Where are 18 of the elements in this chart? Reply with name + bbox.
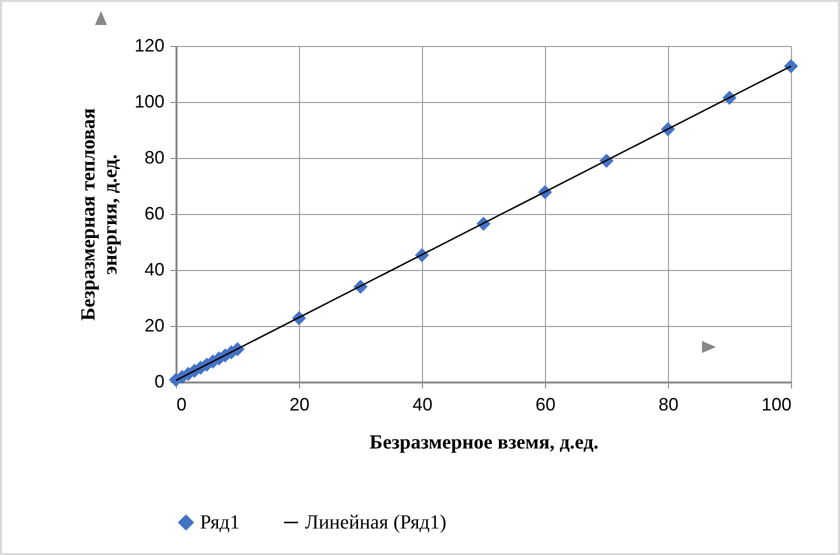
y-tick-label: 120 <box>134 36 164 56</box>
y-tick-label: 40 <box>144 260 164 280</box>
y-tick-label: 0 <box>154 372 164 392</box>
y-tick-label: 60 <box>144 204 164 224</box>
y-axis-title: Безразмерная тепловая энергия, д.ед. <box>77 108 122 321</box>
x-tick-label: 0 <box>176 394 187 414</box>
x-tick-label: 40 <box>412 394 433 414</box>
x-tick-label: 60 <box>535 394 556 414</box>
legend-label: Ряд1 <box>200 511 240 534</box>
x-tick-label: 100 <box>761 394 792 414</box>
point <box>784 59 798 74</box>
x-axis-title: Безразмерное вземя, д.ед. <box>369 432 599 454</box>
x-tick-label: 80 <box>658 394 679 414</box>
x-tick-label: 20 <box>289 394 310 414</box>
legend-label: Линейная (Ряд1) <box>305 512 446 534</box>
y-tick-label: 20 <box>144 316 164 336</box>
y-tick-label: 100 <box>134 92 164 112</box>
y-tick-label: 80 <box>144 148 164 168</box>
